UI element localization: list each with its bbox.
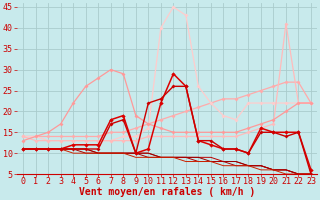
X-axis label: Vent moyen/en rafales ( km/h ): Vent moyen/en rafales ( km/h ): [79, 187, 255, 197]
